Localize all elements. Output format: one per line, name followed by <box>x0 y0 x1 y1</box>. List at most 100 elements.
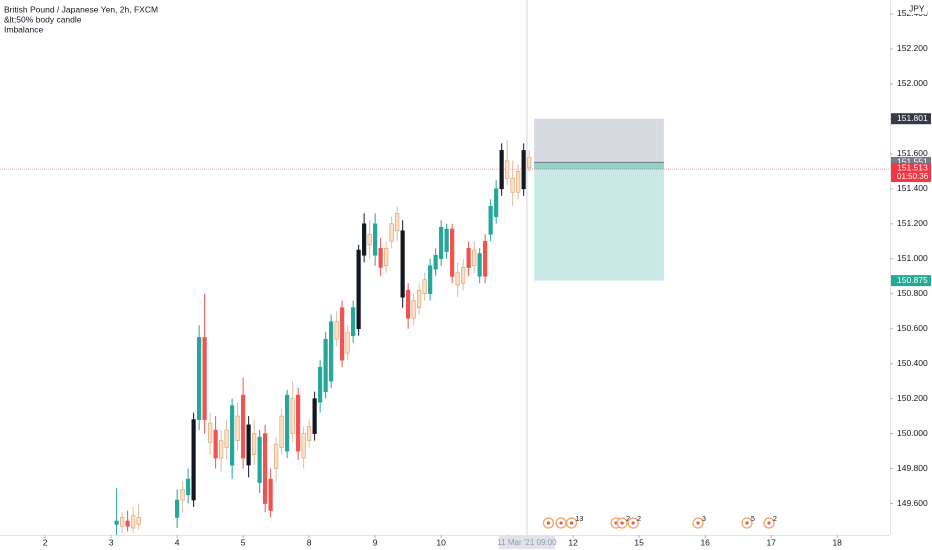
candle-body <box>351 307 356 336</box>
candle-body <box>510 178 515 193</box>
x-tick-label: 15 <box>634 537 644 547</box>
candle-body <box>483 240 488 277</box>
candle-body <box>120 517 125 527</box>
y-tick-label: 149.600 <box>897 498 928 508</box>
event-dot <box>546 521 551 525</box>
x-tick-label: 3 <box>109 537 114 547</box>
candle-body <box>219 440 224 459</box>
candle-body <box>186 478 191 496</box>
candle-body <box>208 422 213 443</box>
candle-body <box>125 520 130 527</box>
candle-body <box>384 247 389 267</box>
y-tick-label: 151.600 <box>897 148 928 158</box>
y-tick-label: 151.200 <box>897 218 928 228</box>
price-label: 151.801 <box>897 113 928 123</box>
candle-body <box>389 223 394 242</box>
candle-body <box>180 489 185 501</box>
candle-body <box>450 228 455 277</box>
event-count: 2 <box>773 516 777 523</box>
event-dot <box>767 521 771 525</box>
stop-zone <box>534 118 664 163</box>
candle-body <box>290 398 295 434</box>
x-tick-label: 16 <box>700 537 710 547</box>
indicator-label: &lt;50% body candle <box>4 14 82 24</box>
candle-body <box>285 394 290 452</box>
candle-body <box>334 321 339 340</box>
candle-body <box>191 419 196 501</box>
candle-body <box>279 415 284 448</box>
currency-bg <box>907 3 927 14</box>
candle-body <box>307 426 312 441</box>
x-tick-label: 8 <box>307 537 312 547</box>
event-dot <box>559 521 563 525</box>
candle-body <box>323 338 328 392</box>
y-tick-label: 151.000 <box>897 253 928 263</box>
candle-body <box>318 366 323 403</box>
last-price-label-bg <box>891 163 931 183</box>
candle-body <box>477 253 482 277</box>
open-pnl-zone <box>534 162 664 170</box>
candle-body <box>461 267 466 284</box>
candle-body <box>395 213 400 232</box>
price-label-bg <box>891 156 931 168</box>
countdown-label: 01:50:36 <box>897 172 929 181</box>
event-dot <box>620 521 624 525</box>
candle-body <box>356 249 361 329</box>
candle-body <box>494 188 499 218</box>
candle-body <box>224 429 229 448</box>
event-count: 2 <box>637 516 641 523</box>
y-tick-label: 150.200 <box>897 393 928 403</box>
candle-body <box>296 394 301 452</box>
candle-body <box>131 515 136 529</box>
x-tick-label: 5 <box>241 537 246 547</box>
x-tick-label: 10 <box>436 537 446 547</box>
candle-body <box>488 206 493 235</box>
candle-body <box>213 429 218 459</box>
candle-body <box>422 279 427 295</box>
candle-body <box>230 405 235 466</box>
candle-body <box>197 337 202 420</box>
y-tick-label: 152.200 <box>897 43 928 53</box>
y-tick-label: 150.800 <box>897 288 928 298</box>
y-tick-label: 150.000 <box>897 428 928 438</box>
chart-title: British Pound / Japanese Yen, 2h, FXCM <box>4 4 158 14</box>
candle-body <box>235 415 240 441</box>
crosshair-label-bg <box>498 536 555 549</box>
y-tick-label: 150.600 <box>897 323 928 333</box>
candle-body <box>136 517 141 525</box>
candle-body <box>466 247 471 268</box>
indicator-label: Imbalance <box>4 24 43 34</box>
candle-body <box>505 160 510 179</box>
event-count: 5 <box>751 516 755 523</box>
event-count: 13 <box>576 516 584 523</box>
last-price-label: 151.513 <box>897 162 928 172</box>
candle-body <box>175 499 180 518</box>
candle-body <box>406 289 411 319</box>
candle-body <box>257 436 262 483</box>
candle-body <box>400 230 405 298</box>
candle-body <box>329 321 334 382</box>
price-label: 151.551 <box>897 157 928 167</box>
candle-body <box>516 171 521 193</box>
y-tick-label: 150.400 <box>897 358 928 368</box>
crosshair-label: 11 Mar '21 09:00 <box>497 538 557 547</box>
candle-body <box>367 233 372 246</box>
target-zone <box>534 162 664 281</box>
price-label-bg <box>891 275 931 287</box>
candle-body <box>417 289 422 309</box>
x-tick-label: 18 <box>832 537 842 547</box>
candle-body <box>433 254 438 270</box>
candle-body <box>252 433 257 455</box>
candle-body <box>274 443 279 469</box>
event-dot <box>745 521 749 525</box>
candle-body <box>499 150 504 190</box>
y-tick-label: 152.000 <box>897 78 928 88</box>
x-tick-label: 2 <box>43 537 48 547</box>
candle-body <box>246 424 251 466</box>
candle-body <box>301 433 306 459</box>
candle-body <box>362 223 367 256</box>
candle-body <box>114 520 119 525</box>
candle-body <box>472 249 477 267</box>
candle-body <box>527 157 532 169</box>
